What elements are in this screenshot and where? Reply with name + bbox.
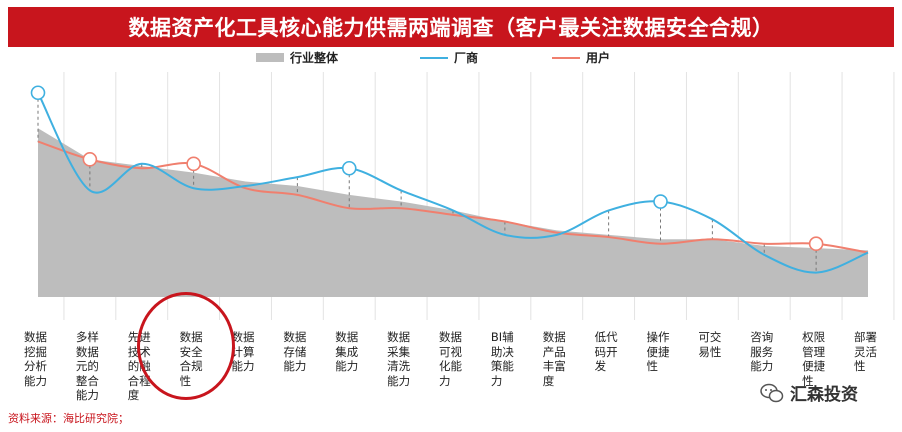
category-label: 部署灵活性: [854, 330, 877, 373]
vendor-marker: [30, 85, 46, 101]
category-label: 数据存储能力: [283, 330, 307, 373]
category-label: 数据采集清洗能力: [387, 330, 411, 388]
legend-label-user: 用户: [585, 50, 610, 65]
legend-label-vendor: 厂商: [454, 50, 478, 65]
user-marker: [186, 156, 201, 172]
watermark-text: 汇森投资: [790, 385, 858, 405]
category-label: BI辅助决策能力: [490, 330, 514, 388]
vendor-marker: [341, 160, 357, 176]
category-label: 咨询服务能力: [750, 330, 774, 373]
category-label: 低代码开发: [594, 330, 618, 373]
category-label: 数据挖掘分析能力: [24, 330, 47, 388]
legend-swatch-overall: [256, 53, 284, 62]
category-label: 权限管理便捷性: [802, 330, 826, 388]
category-label: 数据集成能力: [335, 330, 359, 373]
legend-label-overall: 行业整体: [289, 50, 339, 65]
category-label: 多样数据元的整合能力: [75, 330, 99, 402]
chart-title: 数据资产化工具核心能力供需两端调查（客户最关注数据安全合规）: [128, 16, 774, 40]
user-marker: [82, 152, 98, 167]
markers: [30, 85, 824, 252]
series-line-user: [37, 140, 869, 254]
category-label: 可交易性: [698, 330, 722, 359]
watermark: 汇森投资: [760, 380, 858, 405]
category-label: 数据计算能力: [231, 330, 255, 373]
category-label: 操作便捷性: [646, 330, 670, 373]
chart-title-bar: 数据资产化工具核心能力供需两端调查（客户最关注数据安全合规）: [8, 7, 894, 47]
vendor-marker: [653, 194, 668, 209]
source-note: 资料来源：海比研究院；: [8, 412, 129, 425]
user-marker: [808, 236, 824, 252]
highlight-circle: [137, 292, 235, 400]
category-label: 数据可视化能力: [439, 330, 462, 388]
legend: 行业整体 厂商 用户: [256, 50, 610, 65]
wechat-icon: [760, 383, 784, 402]
series-line-vendor: [37, 92, 869, 274]
category-label: 数据产品丰富度: [542, 330, 566, 388]
